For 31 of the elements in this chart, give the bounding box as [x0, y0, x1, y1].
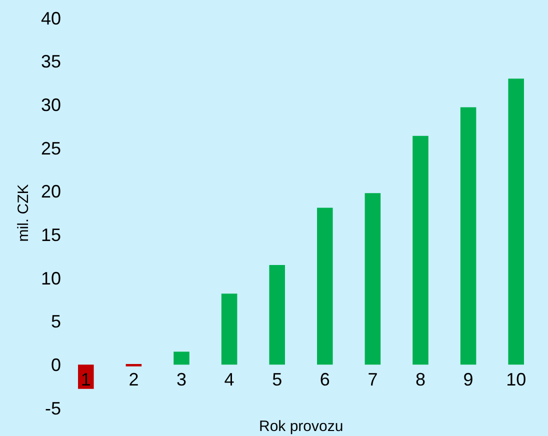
x-tick-label: 10 [506, 370, 526, 390]
bar [460, 107, 476, 365]
y-tick-label: 10 [40, 268, 61, 288]
x-tick-label: 1 [80, 370, 91, 390]
bar [412, 136, 428, 365]
y-tick-label: 0 [50, 354, 61, 375]
y-axis-title: mil. CZK [15, 184, 32, 242]
x-tick-label: 5 [272, 370, 282, 390]
y-tick-label: -5 [44, 398, 61, 418]
x-tick-label: 2 [128, 370, 139, 390]
y-tick-label: 15 [40, 224, 61, 245]
bar [364, 193, 381, 365]
x-tick-label: 7 [368, 370, 378, 390]
bar [317, 208, 333, 365]
x-tick-label: 3 [176, 370, 187, 390]
x-axis-title: Rok provozu [259, 418, 344, 435]
x-tick-label: 4 [224, 370, 234, 390]
bar [508, 78, 524, 365]
y-tick-label: 30 [40, 94, 61, 115]
bar [174, 352, 190, 365]
x-tick-label: 8 [415, 370, 426, 390]
bar [78, 364, 94, 389]
y-tick-label: 35 [40, 52, 61, 72]
y-tick-label: 20 [40, 182, 61, 202]
x-tick-label: 6 [320, 370, 330, 390]
bar [269, 265, 285, 365]
bar [221, 294, 238, 365]
x-tick-label: 9 [463, 370, 474, 390]
y-tick-label: 40 [40, 8, 61, 28]
y-tick-label: 5 [50, 312, 61, 332]
y-tick-label: 25 [40, 138, 61, 158]
